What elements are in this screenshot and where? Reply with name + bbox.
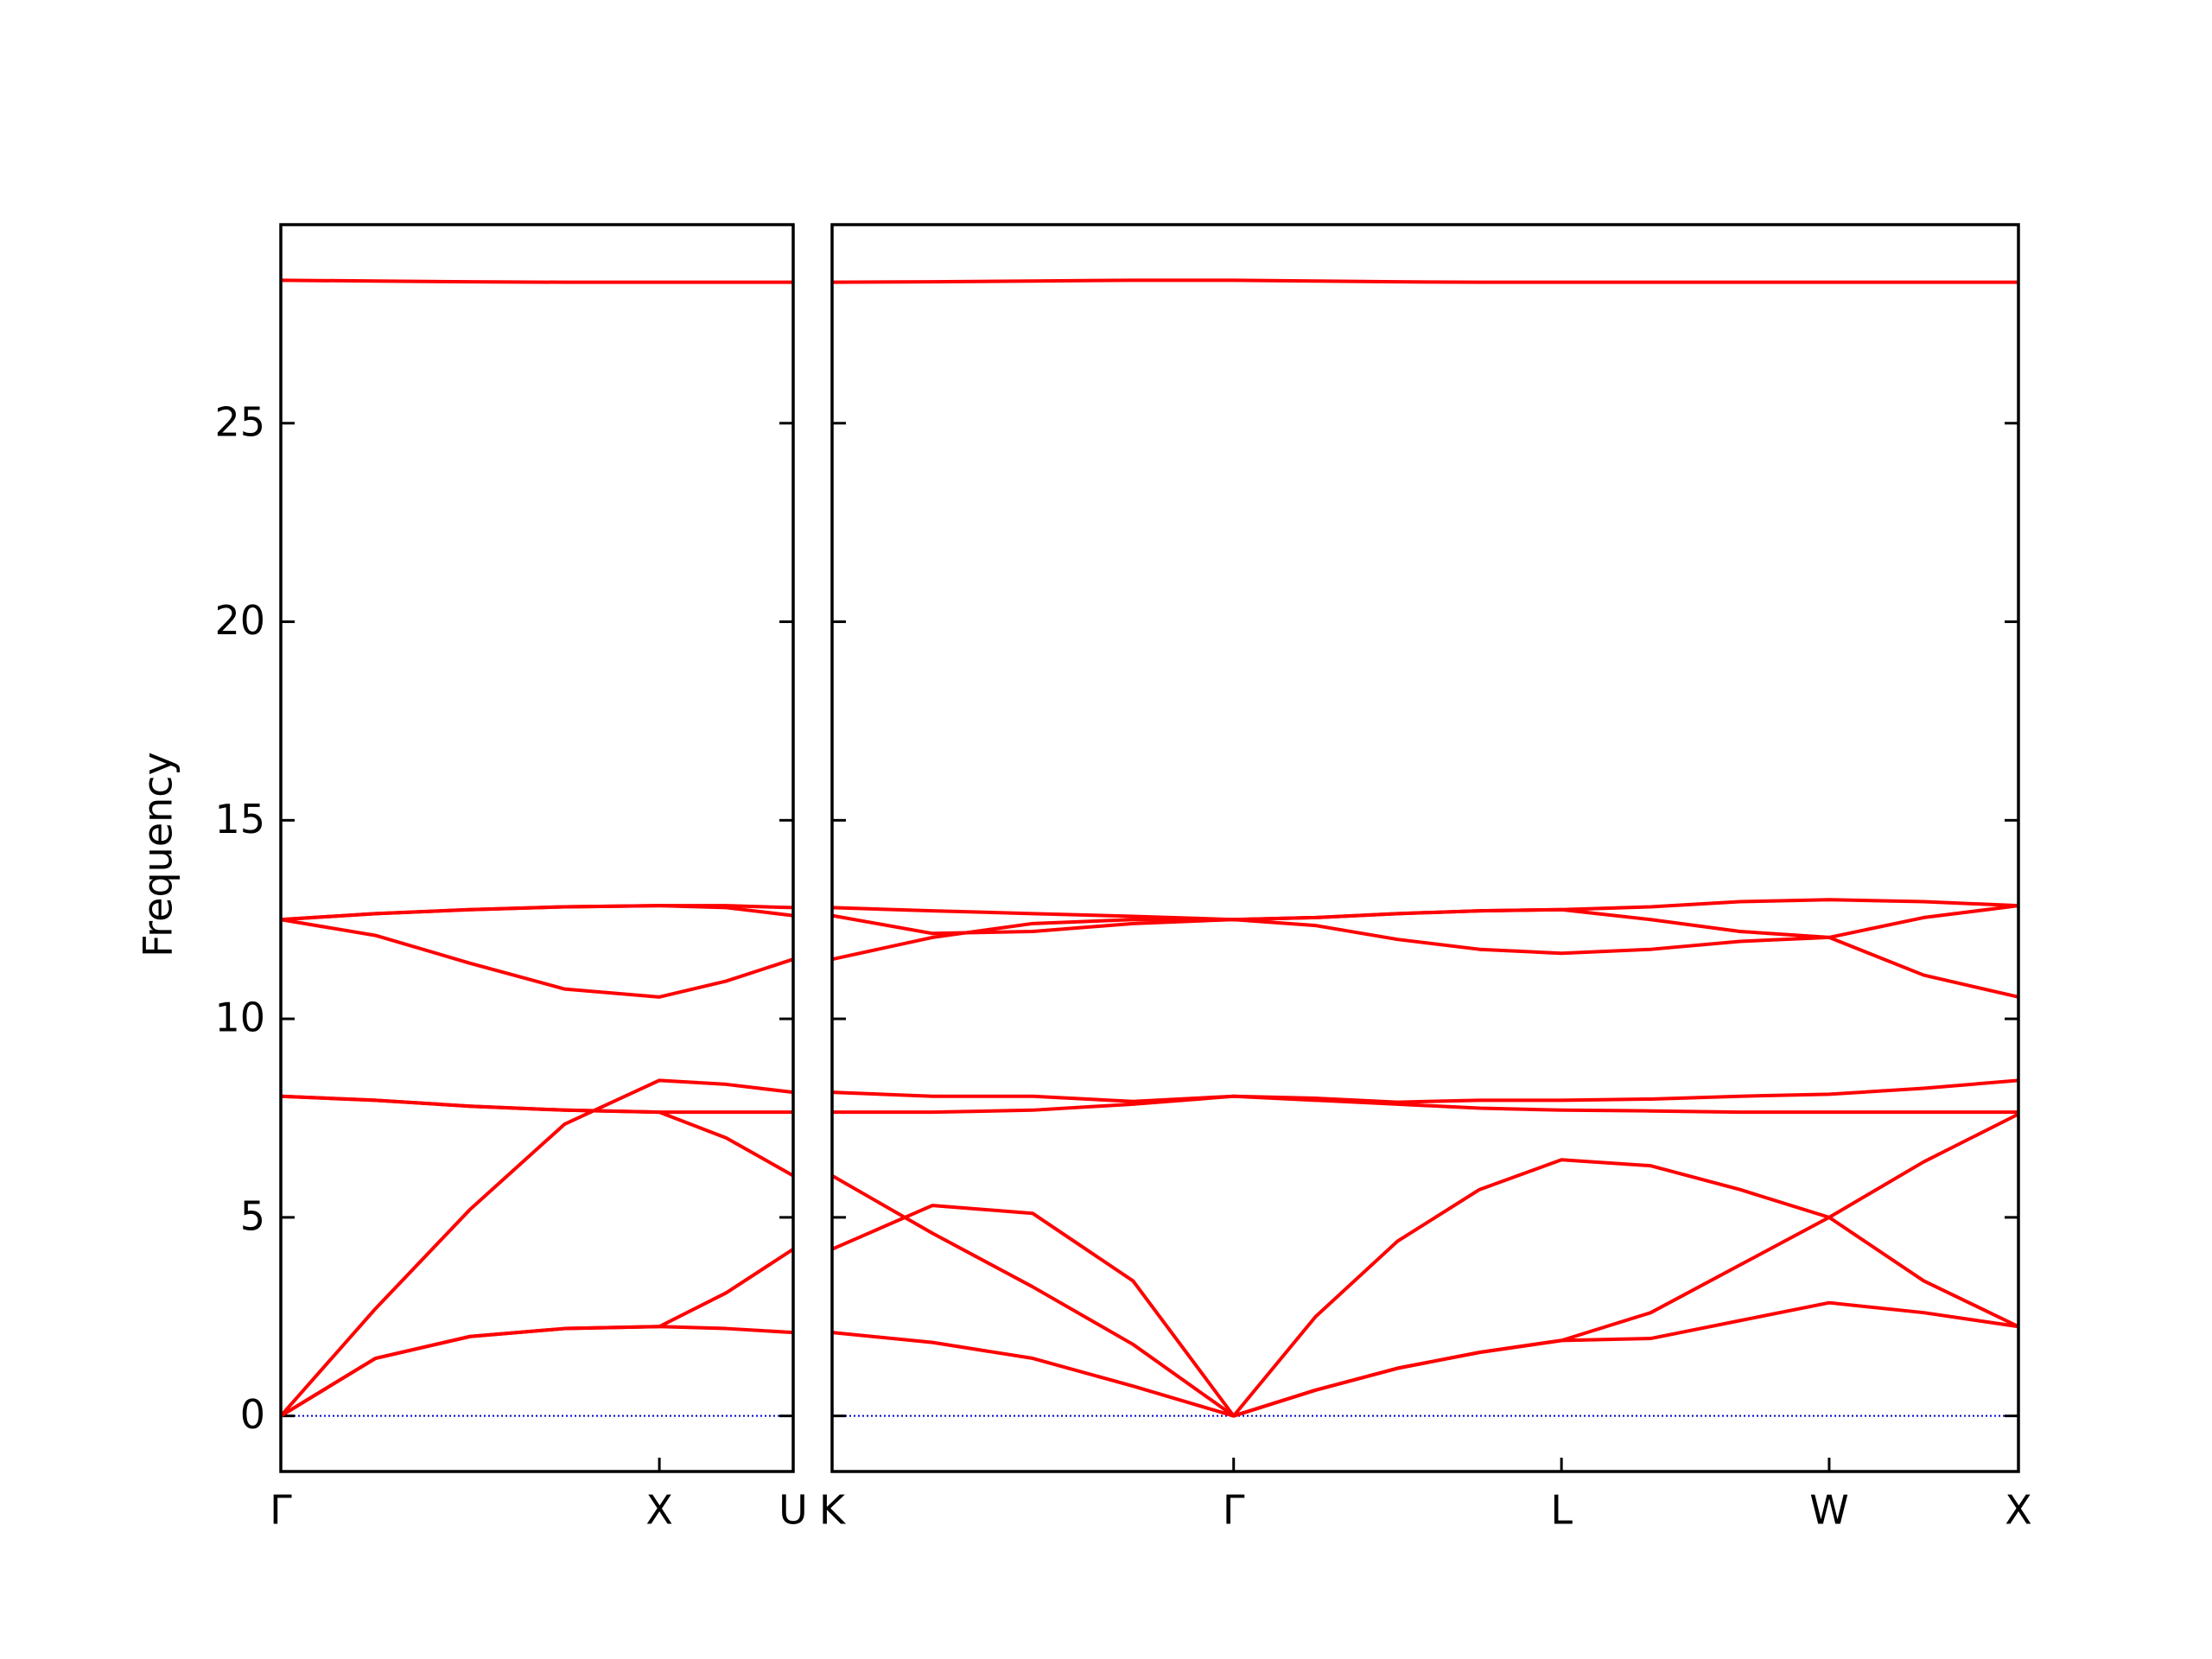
band-line xyxy=(831,1300,2019,1418)
x-tick-label: Γ xyxy=(270,1487,292,1534)
plot-frame xyxy=(279,223,795,1473)
band-line xyxy=(831,278,2018,284)
x-tick-label: K xyxy=(819,1487,847,1534)
y-tick-label: 20 xyxy=(214,597,265,644)
band-line xyxy=(832,1094,2018,1115)
band-line xyxy=(280,1094,794,1178)
plot-frame xyxy=(830,223,2020,1473)
y-tick-label: 15 xyxy=(214,796,265,842)
y-tick-label: 0 xyxy=(240,1391,265,1438)
x-tick-label: W xyxy=(1809,1487,1848,1534)
y-tick-label: 10 xyxy=(214,995,265,1041)
x-tick-label: X xyxy=(645,1487,673,1534)
band-line xyxy=(279,1247,795,1418)
band-line xyxy=(279,1325,794,1418)
x-tick-label: Γ xyxy=(1223,1487,1245,1534)
x-tick-label: U xyxy=(779,1487,808,1534)
y-tick-label: 5 xyxy=(240,1192,265,1239)
band-line xyxy=(280,278,793,284)
band-line xyxy=(831,898,2019,922)
band-line xyxy=(280,904,794,922)
x-tick-label: L xyxy=(1550,1487,1573,1534)
band-line xyxy=(279,1078,794,1417)
y-axis-label: Frequency xyxy=(135,752,181,957)
band-line xyxy=(831,1204,2019,1418)
band-line xyxy=(831,904,2019,939)
band-line xyxy=(280,918,794,999)
band-line xyxy=(831,1078,2019,1104)
y-tick-label: 25 xyxy=(214,398,265,445)
x-tick-label: X xyxy=(2005,1487,2032,1534)
band-line xyxy=(831,1112,2019,1418)
